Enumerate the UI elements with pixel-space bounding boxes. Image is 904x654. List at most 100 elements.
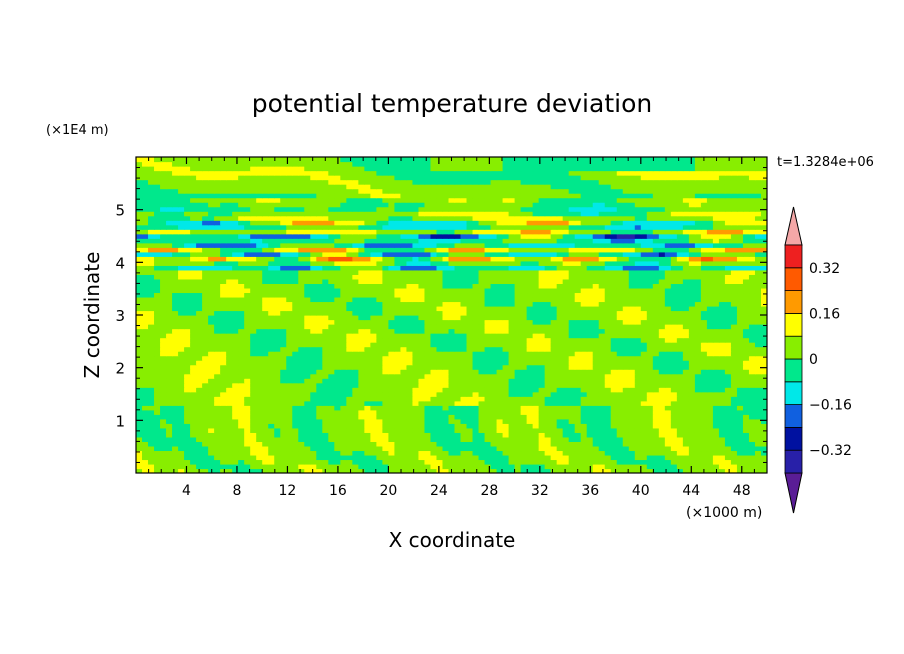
contour-cell <box>730 274 738 280</box>
contour-cell <box>268 423 275 429</box>
contour-cell <box>322 454 329 461</box>
contour-cell <box>646 342 654 348</box>
contour-cell <box>538 301 546 307</box>
contour-cell <box>238 360 245 366</box>
contour-cell <box>274 310 281 316</box>
contour-cell <box>238 296 245 303</box>
contour-cell <box>514 409 522 415</box>
contour-cell <box>640 360 648 366</box>
contour-cell <box>586 319 594 325</box>
contour-cell <box>262 468 269 473</box>
contour-cell <box>760 360 767 366</box>
contour-cell <box>640 382 648 388</box>
contour-cell <box>664 378 672 384</box>
contour-cell <box>196 445 203 452</box>
contour-cell <box>316 414 323 420</box>
contour-cell <box>550 315 558 321</box>
contour-cell <box>262 265 269 271</box>
contour-cell <box>370 405 377 411</box>
contour-cell <box>412 265 420 271</box>
contour-cell <box>460 454 468 461</box>
contour-cell <box>550 391 558 397</box>
contour-cell <box>418 274 426 280</box>
contour-cell <box>226 333 233 339</box>
contour-cell <box>136 463 143 470</box>
contour-cell <box>568 369 576 375</box>
contour-cell <box>298 301 305 307</box>
contour-cell <box>394 351 402 357</box>
contour-cell <box>742 436 750 442</box>
contour-cell <box>262 436 269 442</box>
contour-cell <box>310 387 317 393</box>
contour-cell <box>748 423 756 429</box>
contour-cell <box>178 342 185 348</box>
y-unit-label: (×1E4 m) <box>46 123 109 138</box>
contour-cell <box>406 405 414 411</box>
contour-cell <box>268 378 275 384</box>
contour-cell <box>664 459 672 465</box>
contour-cell <box>394 450 402 456</box>
contour-cell <box>238 274 245 280</box>
contour-cell <box>718 337 726 343</box>
contour-cell <box>550 333 558 339</box>
contour-cell <box>646 414 654 420</box>
contour-cell <box>166 315 173 321</box>
contour-cell <box>268 400 275 406</box>
contour-cell <box>658 333 666 339</box>
contour-cell <box>268 364 275 370</box>
contour-cell <box>748 369 756 375</box>
contour-cell <box>472 364 480 370</box>
contour-cell <box>154 432 161 438</box>
contour-cell <box>394 310 402 316</box>
contour-cell <box>394 287 402 294</box>
contour-cell <box>208 265 215 271</box>
contour-cell <box>550 301 558 307</box>
contour-cell <box>676 387 684 393</box>
contour-cell <box>394 364 402 370</box>
contour-cell <box>502 441 510 447</box>
contour-cell <box>298 355 305 361</box>
contour-cell <box>526 414 534 420</box>
contour-cell <box>376 409 383 415</box>
contour-cell <box>316 355 323 361</box>
contour-cell <box>502 391 510 397</box>
contour-cell <box>376 269 383 275</box>
contour-cell <box>556 260 564 266</box>
contour-cell <box>220 418 227 424</box>
contour-cell <box>538 391 546 397</box>
contour-cell <box>520 459 528 465</box>
contour-cell <box>658 432 666 438</box>
contour-cell <box>376 360 383 366</box>
contour-cell <box>520 351 528 357</box>
contour-cell <box>346 373 353 379</box>
contour-cell <box>370 333 377 339</box>
contour-cell <box>616 333 624 339</box>
contour-cell <box>436 378 444 384</box>
contour-cell <box>520 450 528 456</box>
contour-cell <box>220 283 227 289</box>
contour-cell <box>580 427 588 433</box>
contour-cell <box>358 256 365 262</box>
contour-cell <box>742 360 750 366</box>
contour-cell <box>160 373 167 379</box>
contour-cell <box>718 436 726 442</box>
contour-cell <box>568 463 576 470</box>
contour-cell <box>484 342 492 348</box>
contour-cell <box>622 378 630 384</box>
contour-cell <box>310 450 317 456</box>
contour-cell <box>700 423 708 429</box>
contour-cell <box>358 441 365 447</box>
contour-cell <box>472 468 480 473</box>
contour-cell <box>364 445 371 452</box>
contour-cell <box>148 436 155 442</box>
contour-cell <box>694 369 702 375</box>
contour-cell <box>556 333 564 339</box>
contour-cell <box>508 283 516 289</box>
contour-cell <box>604 351 612 357</box>
contour-cell <box>238 423 245 429</box>
contour-cell <box>238 333 245 339</box>
contour-cell <box>340 319 347 325</box>
contour-cell <box>676 283 684 289</box>
contour-cell <box>586 310 594 316</box>
contour-cell <box>196 454 203 461</box>
